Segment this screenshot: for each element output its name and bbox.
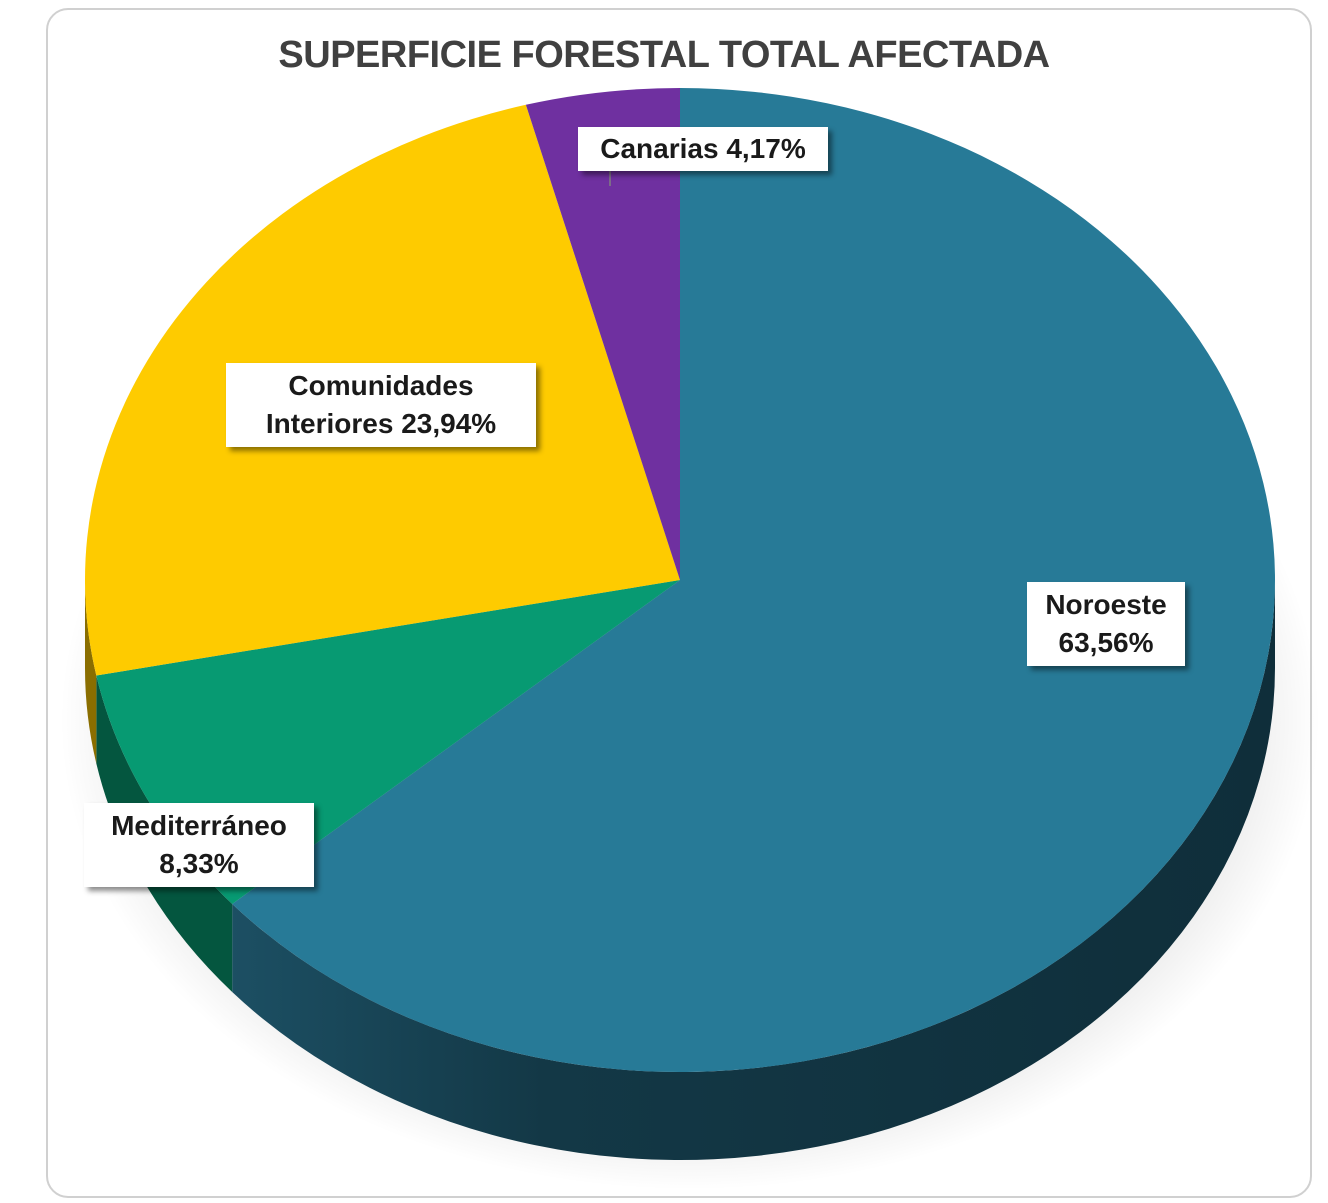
pie-side-noroeste <box>232 580 1275 1160</box>
label-noroeste: Noroeste 63,56% <box>1027 582 1185 666</box>
pie-top <box>85 88 1275 1073</box>
label-comunidades-value: Interiores 23,94% <box>265 408 497 439</box>
pie-slice-canarias <box>525 88 680 580</box>
label-mediterraneo: Mediterráneo 8,33% <box>84 803 314 887</box>
label-noroeste-name: Noroeste <box>1045 589 1167 620</box>
label-noroeste-value: 63,56% <box>1058 627 1154 658</box>
label-mediterraneo-name: Mediterráneo <box>111 810 287 841</box>
chart-title: SUPERFICIE FORESTAL TOTAL AFECTADA <box>278 34 1050 76</box>
label-canarias: Canarias 4,17% <box>578 127 828 171</box>
label-canarias-text: Canarias 4,17% <box>600 133 806 164</box>
label-comunidades: Comunidades Interiores 23,94% <box>226 363 536 447</box>
pie-side-comunidades-interiores <box>85 580 97 764</box>
label-comunidades-name: Comunidades <box>288 370 474 401</box>
pie-slice-noroeste <box>232 88 1275 1073</box>
label-mediterraneo-value: 8,33% <box>159 848 239 879</box>
